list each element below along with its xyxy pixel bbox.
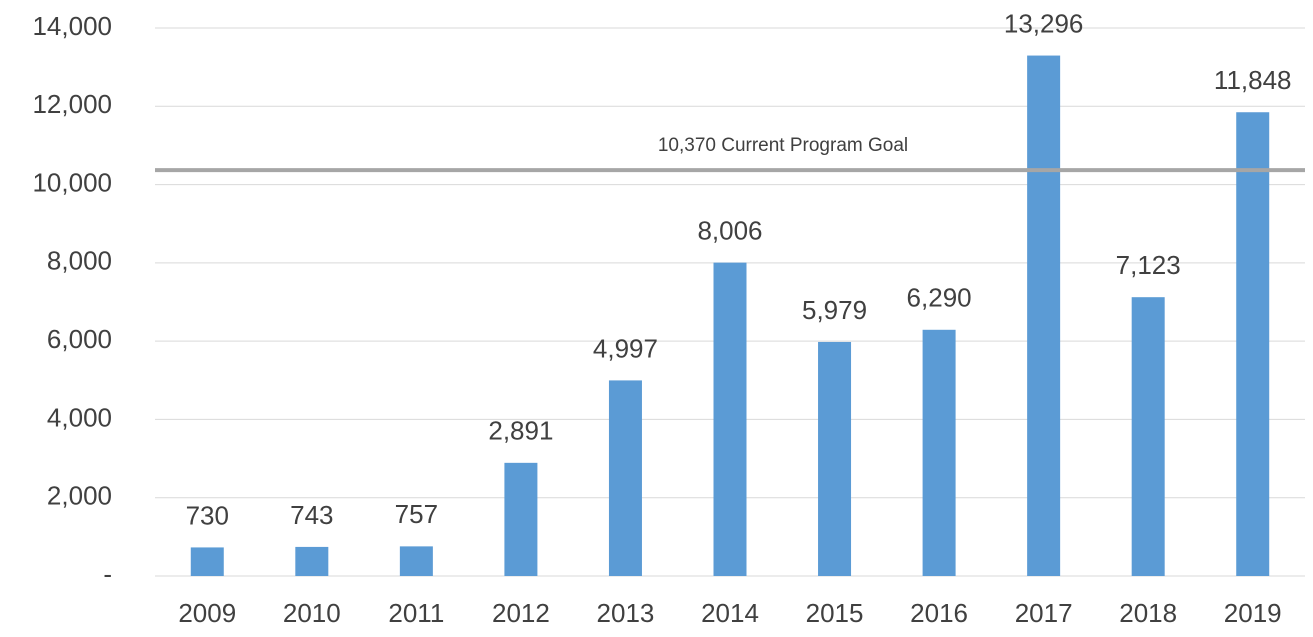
data-label: 7,123 — [1116, 250, 1181, 280]
data-label: 743 — [290, 500, 333, 530]
y-tick-label: - — [103, 559, 112, 589]
data-label: 11,848 — [1214, 65, 1292, 95]
x-tick-label: 2017 — [1015, 598, 1073, 628]
bar — [190, 547, 224, 576]
bar — [399, 546, 433, 576]
y-tick-label: 12,000 — [32, 89, 112, 119]
goal-label: 10,370 Current Program Goal — [658, 135, 908, 156]
data-label: 13,296 — [1004, 8, 1084, 38]
bar — [295, 546, 329, 576]
x-tick-label: 2015 — [806, 598, 864, 628]
bar — [1027, 55, 1061, 576]
bar — [1131, 297, 1165, 576]
data-label: 5,979 — [802, 295, 867, 325]
x-tick-label: 2011 — [388, 598, 444, 628]
data-label: 4,997 — [593, 333, 658, 363]
bar — [922, 329, 956, 576]
data-label: 730 — [186, 500, 229, 530]
x-tick-label: 2019 — [1224, 598, 1282, 628]
bar — [818, 341, 852, 576]
bar — [1236, 112, 1270, 577]
bar — [713, 262, 747, 576]
bar — [608, 380, 642, 576]
y-tick-label: 6,000 — [47, 324, 112, 354]
data-label: 757 — [395, 499, 438, 529]
data-label: 8,006 — [697, 215, 762, 245]
x-tick-label: 2014 — [701, 598, 759, 628]
x-tick-label: 2012 — [492, 598, 550, 628]
x-tick-label: 2010 — [283, 598, 341, 628]
x-tick-label: 2016 — [910, 598, 968, 628]
y-tick-label: 2,000 — [47, 481, 112, 511]
x-tick-label: 2013 — [597, 598, 655, 628]
data-label: 6,290 — [907, 283, 972, 313]
y-tick-label: 10,000 — [32, 167, 112, 197]
y-tick-label: 4,000 — [47, 402, 112, 432]
bar — [504, 462, 538, 576]
x-tick-label: 2009 — [178, 598, 236, 628]
x-tick-label: 2018 — [1119, 598, 1177, 628]
data-label: 2,891 — [488, 416, 553, 446]
y-tick-label: 14,000 — [32, 11, 112, 41]
y-tick-label: 8,000 — [47, 246, 112, 276]
